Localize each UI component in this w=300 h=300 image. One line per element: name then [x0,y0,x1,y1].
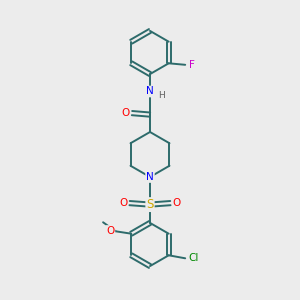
Text: O: O [121,108,130,118]
Text: S: S [146,198,154,211]
Text: O: O [173,198,181,208]
Text: O: O [106,226,114,236]
Text: F: F [189,60,195,70]
Text: N: N [146,172,154,182]
Text: N: N [146,86,153,97]
Text: Cl: Cl [188,253,199,263]
Text: O: O [119,198,127,208]
Text: H: H [158,92,165,100]
